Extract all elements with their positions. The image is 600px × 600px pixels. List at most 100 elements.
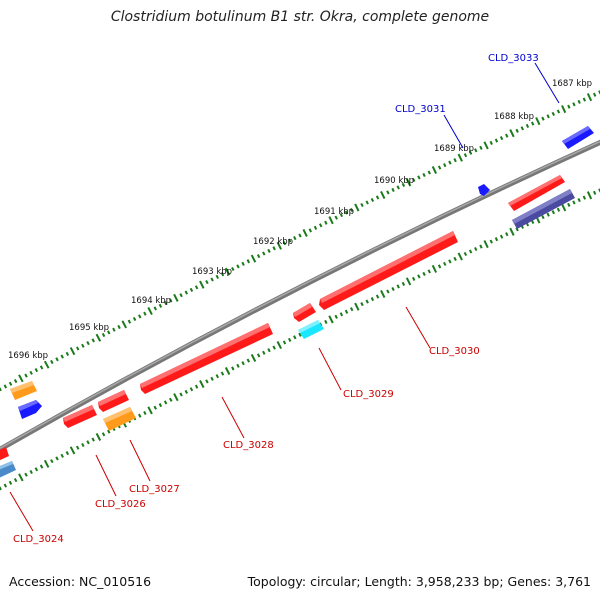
forward-strand-genes <box>10 126 594 419</box>
scale-tick <box>101 432 106 437</box>
scale-tick <box>391 286 395 292</box>
scale-tick <box>189 387 194 392</box>
scale-tick <box>463 153 468 158</box>
scale-tick <box>29 370 33 375</box>
scale-tick <box>556 109 561 114</box>
scale-tick <box>272 345 276 350</box>
scale-tick <box>95 333 102 342</box>
scale-tick <box>65 351 70 356</box>
scale-tick <box>334 314 338 319</box>
scale-tick <box>463 251 468 257</box>
scale-tick <box>199 280 205 289</box>
gene-cld-3033[interactable] <box>562 126 594 149</box>
scale-tick <box>95 432 102 441</box>
gene-cld-3031[interactable] <box>478 184 490 196</box>
scale-tick <box>489 239 493 244</box>
scale-tick <box>250 353 257 362</box>
scale-tick <box>375 195 380 200</box>
scale-tick <box>339 213 344 218</box>
scale-tick <box>302 228 308 237</box>
scale-label-1688: 1688 kbp <box>494 112 534 122</box>
scale-label-1689: 1689 kbp <box>434 144 474 154</box>
scale-tick <box>262 251 266 256</box>
scale-tick <box>256 353 261 358</box>
scale-tick <box>132 316 137 322</box>
scale-tick <box>505 232 509 237</box>
gene-cld-3027[interactable] <box>103 407 136 431</box>
scale-tick <box>525 123 530 129</box>
gene-red-left-edge[interactable] <box>0 447 9 461</box>
scale-tick <box>370 197 375 203</box>
scale-tick <box>422 172 426 178</box>
scale-tick <box>276 341 282 350</box>
scale-tick <box>282 340 287 345</box>
scale-tick <box>427 269 431 274</box>
scale-tick <box>194 285 199 290</box>
gene-label-cld-3033: CLD_3033 <box>488 53 539 64</box>
scale-tick <box>494 138 499 143</box>
scale-tick <box>293 335 297 340</box>
scale-tick <box>365 299 369 304</box>
scale-tick <box>334 215 338 220</box>
scale-tick <box>173 293 179 302</box>
scale-tick <box>592 190 597 195</box>
scale-tick <box>546 212 550 217</box>
scale-tick <box>298 332 302 337</box>
scale-tick <box>431 264 438 273</box>
scale-tick <box>163 400 168 405</box>
scale-tick <box>50 359 54 365</box>
scale-label-1692: 1692 kbp <box>253 237 293 247</box>
scale-tick <box>0 387 2 392</box>
scale-tick <box>375 294 380 299</box>
scale-tick <box>437 264 442 269</box>
scale-tick <box>153 306 157 311</box>
scale-tick <box>360 202 364 208</box>
scale-tick <box>8 381 13 386</box>
scale-tick <box>437 165 442 170</box>
scale-tick <box>546 114 550 119</box>
scale-tick <box>8 480 13 485</box>
gene-cld-3029[interactable] <box>298 320 324 339</box>
scale-tick <box>288 337 292 342</box>
scale-tick <box>339 312 344 317</box>
scale-tick <box>65 451 70 456</box>
scale-tick <box>143 311 147 316</box>
scale-tick <box>417 274 421 279</box>
scale-tick <box>401 281 406 287</box>
scale-tick <box>344 210 349 215</box>
scale-tick <box>158 303 163 308</box>
scale-tick <box>272 246 276 251</box>
scale-tick <box>577 197 581 203</box>
scale-tick <box>474 246 478 252</box>
scale-tick <box>405 277 412 286</box>
scale-tick <box>448 259 452 264</box>
scale-tick <box>586 191 593 200</box>
scale-tick <box>34 467 39 472</box>
scale-tick <box>494 237 499 242</box>
scale-tick <box>396 185 400 190</box>
scale-tick <box>577 99 581 104</box>
scale-tick <box>313 225 318 230</box>
scale-tick <box>147 406 153 415</box>
scale-tick <box>443 261 447 266</box>
scale-label-1694: 1694 kbp <box>131 296 171 306</box>
scale-tick <box>319 223 323 228</box>
gene-label-cld-3029: CLD_3029 <box>343 389 394 400</box>
gene-label-cld-3024: CLD_3024 <box>13 534 64 545</box>
accession-text: Accession: NC_010516 <box>9 574 152 589</box>
gene-label-cld-3031: CLD_3031 <box>395 104 446 115</box>
scale-tick <box>101 332 106 338</box>
scale-tick <box>153 405 157 410</box>
scale-tick <box>453 256 457 262</box>
scale-tick <box>360 302 364 307</box>
scale-tick <box>24 373 28 378</box>
scale-tick <box>344 309 349 314</box>
scale-tick <box>422 271 426 276</box>
scale-tick <box>560 203 567 212</box>
scale-tick <box>13 478 18 483</box>
scale-tick <box>541 116 545 121</box>
scale-tick <box>431 165 438 175</box>
scale-tick <box>350 207 354 213</box>
label-leader-lines <box>9 62 560 532</box>
scale-tick <box>163 301 168 306</box>
